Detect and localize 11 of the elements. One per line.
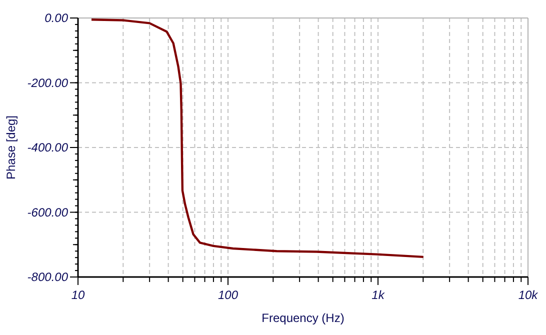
y-tick-label: -200.00 — [27, 76, 68, 90]
x-tick-label: 10k — [518, 288, 539, 302]
y-tick-label: -400.00 — [27, 140, 68, 155]
y-axis-title: Phase [deg] — [4, 115, 18, 180]
y-tick-label: -800.00 — [27, 270, 68, 284]
x-tick-label: 100 — [218, 288, 238, 302]
y-tick-label: -600.00 — [27, 205, 68, 220]
x-tick-label: 10 — [71, 288, 85, 302]
y-tick-label: 0.00 — [44, 11, 68, 26]
x-tick-label: 1k — [372, 288, 386, 302]
x-axis-title: Frequency (Hz) — [262, 311, 344, 325]
